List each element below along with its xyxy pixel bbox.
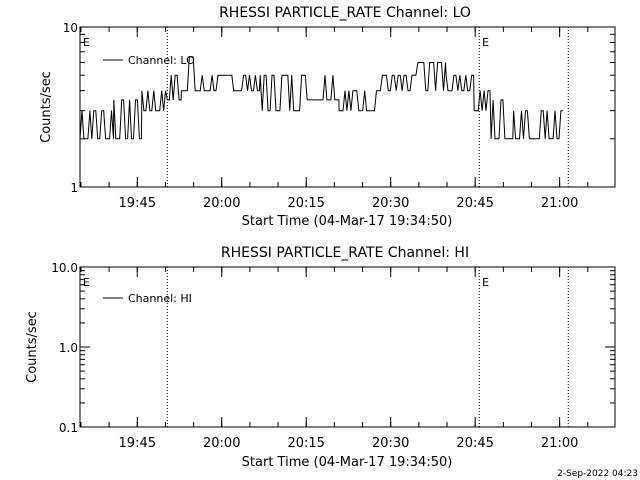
x-tick-label: 20:45 (456, 436, 493, 451)
event-label: E (83, 36, 90, 49)
x-tick-label: 20:15 (287, 436, 324, 451)
y-tick-label: 1 (70, 181, 78, 195)
x-tick-label: 21:00 (541, 436, 578, 451)
x-tick-label: 20:30 (372, 196, 409, 211)
x-tick-label: 19:45 (119, 196, 156, 211)
panel-lo-title: RHESSI PARTICLE_RATE Channel: LO (219, 5, 471, 21)
x-tick-label: 19:45 (119, 436, 156, 451)
event-label: E (482, 36, 489, 49)
panel-lo: RHESSI PARTICLE_RATE Channel: LO 1 10 19:… (39, 5, 616, 229)
x-tick-label: 20:15 (287, 196, 324, 211)
y-tick-label: 0.1 (59, 421, 78, 435)
y-tick-label: 10.0 (51, 261, 78, 275)
panel-lo-legend-label: Channel: LO (128, 54, 195, 67)
panel-lo-ylabel: Counts/sec (39, 71, 54, 143)
series-line-channel-lo (79, 56, 563, 140)
footer-timestamp: 2-Sep-2022 04:23 (557, 469, 638, 479)
panel-lo-xlabel: Start Time (04-Mar-17 19:34:50) (242, 214, 453, 229)
panel-hi-title: RHESSI PARTICLE_RATE Channel: HI (221, 245, 469, 261)
panel-hi-legend-label: Channel: HI (128, 292, 192, 305)
y-tick-label: 10 (63, 21, 78, 35)
panel-hi-plot-area (79, 266, 616, 428)
panel-hi-xlabel: Start Time (04-Mar-17 19:34:50) (242, 455, 453, 470)
x-tick-label: 20:30 (372, 436, 409, 451)
event-label: E (83, 276, 90, 289)
panel-hi: RHESSI PARTICLE_RATE Channel: HI 0.1 1.0 1… (25, 245, 616, 470)
panel-lo-plot-area (79, 26, 616, 188)
x-tick-label: 21:00 (541, 196, 578, 211)
y-tick-label: 1.0 (59, 341, 78, 355)
x-tick-label: 20:45 (456, 196, 493, 211)
event-label: E (482, 276, 489, 289)
panel-hi-ylabel: Counts/sec (25, 311, 40, 383)
x-tick-label: 20:00 (203, 436, 240, 451)
x-tick-label: 20:00 (203, 196, 240, 211)
